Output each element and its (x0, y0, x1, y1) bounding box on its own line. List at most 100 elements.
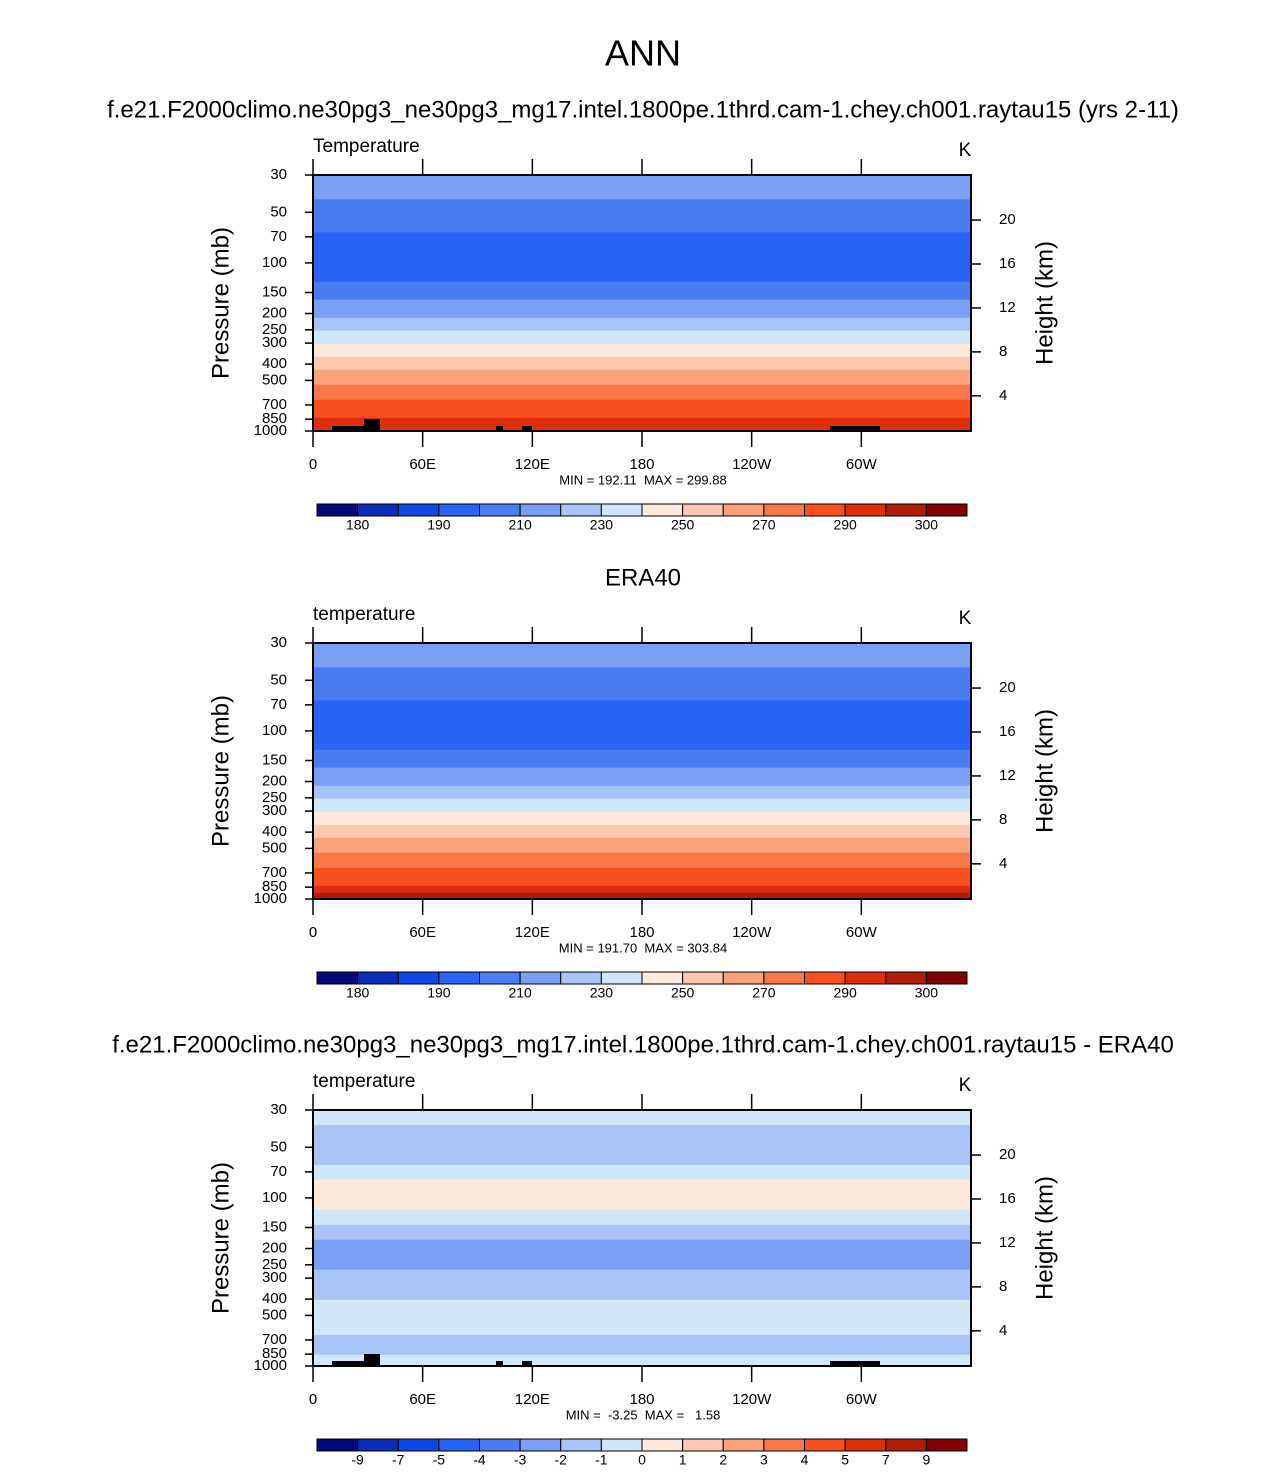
contour-band (312, 174, 972, 200)
x-tick-label: 120E (515, 1391, 550, 1408)
contour-band (312, 281, 972, 301)
y-tick-label: 1000 (254, 890, 287, 907)
y2-tick-label: 12 (999, 299, 1016, 316)
contour-band (312, 343, 972, 358)
colorbar-box (682, 503, 724, 517)
contour-band (312, 369, 972, 386)
colorbar-box (316, 503, 359, 517)
y2-tick-label: 20 (999, 211, 1016, 228)
y2-tick-label: 4 (999, 855, 1007, 872)
colorbar-box (844, 971, 887, 985)
colorbar-box (479, 503, 521, 517)
y-tick-label: 250 (262, 1256, 287, 1273)
contour-band (312, 1224, 972, 1241)
colorbar-label: 190 (427, 985, 451, 1001)
y-tick-label: 300 (262, 334, 287, 351)
topography (332, 426, 364, 431)
y2-tick-label: 8 (999, 811, 1007, 828)
y-tick-label: 700 (262, 1331, 287, 1348)
topography (522, 1361, 532, 1366)
x-tick-label: 180 (629, 1391, 654, 1408)
x-tick-label: 0 (309, 924, 317, 941)
contour-band (312, 232, 972, 283)
y-tick-label: 400 (262, 1290, 287, 1307)
y-tick-label: 500 (262, 839, 287, 856)
colorbar-box (600, 1438, 643, 1452)
x-tick-label: 0 (309, 1391, 317, 1408)
y-axis-label: Pressure (mb) (207, 695, 234, 847)
y2-tick-label: 8 (999, 343, 1007, 360)
colorbar-label: 300 (915, 985, 939, 1001)
contour-band (312, 667, 972, 701)
contour-band (312, 1179, 972, 1211)
colorbar-box (722, 1438, 765, 1452)
contour-band (312, 1299, 972, 1336)
contour-band (312, 1125, 972, 1166)
colorbar-label: 9 (922, 1452, 930, 1468)
stats: MIN = -3.25 MAX = 1.58 (566, 1407, 721, 1422)
colorbar-box (316, 971, 359, 985)
y-axis-label: Pressure (mb) (207, 227, 234, 379)
colorbar-label: 5 (841, 1452, 849, 1468)
colorbar-box (763, 503, 805, 517)
colorbar-label: 250 (671, 517, 695, 533)
colorbar-box (844, 503, 887, 517)
y2-axis-label: Height (km) (1031, 1176, 1058, 1300)
panel-label-right: K (959, 1075, 972, 1096)
colorbar-box (479, 971, 521, 985)
colorbar-label: 180 (346, 517, 370, 533)
y-tick-label: 850 (262, 878, 287, 895)
panel-title: f.e21.F2000climo.ne30pg3_ne30pg3_mg17.in… (112, 1031, 1174, 1058)
colorbar-box (357, 971, 399, 985)
colorbar-box (682, 1438, 724, 1452)
y-tick-label: 100 (262, 1189, 287, 1206)
contour-band (312, 1109, 972, 1126)
y-tick-label: 50 (270, 1138, 287, 1155)
colorbar-box (925, 971, 968, 985)
contour-band (312, 837, 972, 854)
x-tick-label: 180 (629, 924, 654, 941)
y2-tick-label: 12 (999, 767, 1016, 784)
y-tick-label: 850 (262, 410, 287, 427)
contour-band (312, 642, 972, 668)
y2-axis-label: Height (km) (1031, 709, 1058, 833)
colorbar-box (438, 971, 480, 985)
x-tick-label: 0 (309, 456, 317, 473)
stats: MIN = 191.70 MAX = 303.84 (559, 940, 727, 955)
colorbar-box (438, 503, 480, 517)
x-tick-label: 180 (629, 456, 654, 473)
colorbar-box (925, 1438, 968, 1452)
colorbar-label: 230 (590, 985, 614, 1001)
colorbar-label: 2 (719, 1452, 727, 1468)
topography (364, 1354, 380, 1366)
colorbar-box (479, 1438, 521, 1452)
y-tick-label: 70 (270, 1163, 287, 1180)
x-tick-label: 120W (732, 1391, 772, 1408)
colorbar-box (763, 1438, 805, 1452)
colorbar-box (885, 503, 927, 517)
x-tick-label: 120E (515, 456, 550, 473)
colorbar-box (722, 503, 765, 517)
colorbar-label: 0 (638, 1452, 646, 1468)
colorbar-box (804, 971, 846, 985)
y-tick-label: 30 (270, 634, 287, 651)
colorbar-box (885, 971, 927, 985)
colorbar-box (357, 1438, 399, 1452)
panel-label-left: Temperature (313, 136, 420, 157)
colorbar-label: 230 (590, 517, 614, 533)
topography (332, 1361, 364, 1366)
contour-band (312, 867, 972, 887)
x-tick-label: 60E (409, 924, 436, 941)
colorbar-label: 210 (508, 985, 532, 1001)
contour-band (312, 330, 972, 345)
y2-tick-label: 16 (999, 723, 1016, 740)
colorbar-label: 180 (346, 985, 370, 1001)
y-tick-label: 100 (262, 722, 287, 739)
panel-label-right: K (959, 608, 972, 629)
colorbar-box (844, 1438, 887, 1452)
y-tick-label: 850 (262, 1345, 287, 1362)
x-tick-label: 60E (409, 1391, 436, 1408)
topography (522, 426, 532, 431)
colorbar-label: -4 (473, 1452, 486, 1468)
colorbar-box (641, 971, 684, 985)
